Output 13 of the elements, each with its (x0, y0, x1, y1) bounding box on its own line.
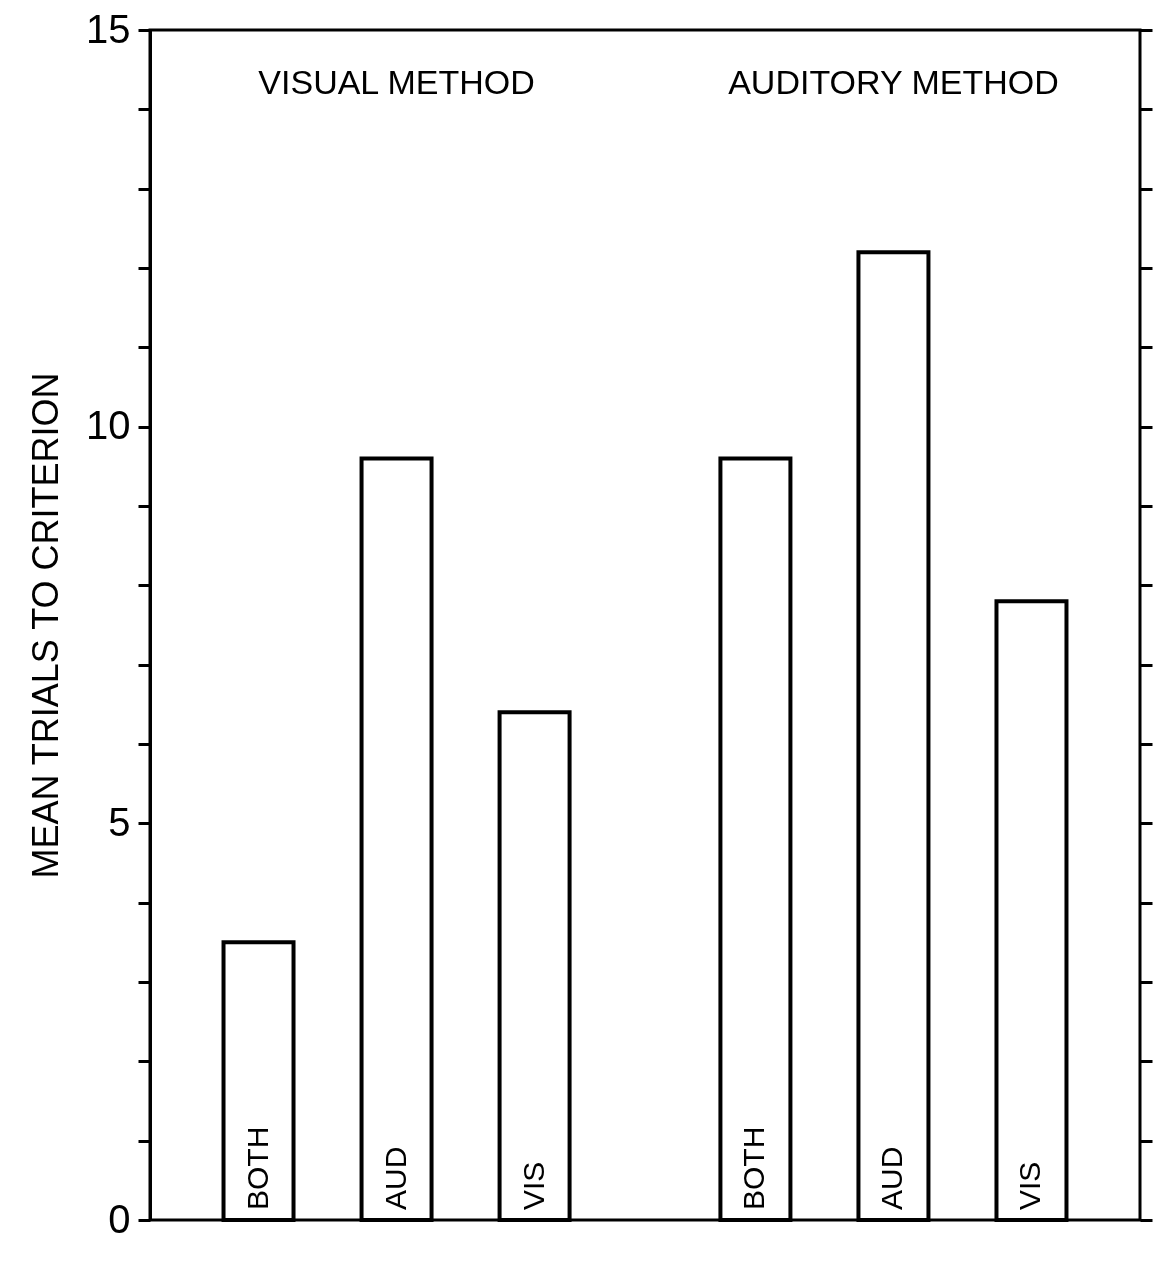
y-tick-label: 15 (86, 6, 131, 51)
y-tick-label: 5 (108, 799, 131, 844)
x-tick-label: AUD (378, 1146, 412, 1210)
y-tick-label: 0 (108, 1196, 131, 1241)
x-tick-label: VIS (1013, 1161, 1047, 1210)
x-tick-label: BOTH (240, 1126, 274, 1210)
annotation: AUDITORY METHOD (728, 62, 1059, 101)
x-tick-label: BOTH (737, 1126, 771, 1210)
y-axis-title: MEAN TRIALS TO CRITERION (25, 372, 67, 879)
x-tick-label: AUD (875, 1146, 909, 1210)
y-tick-label: 10 (86, 403, 131, 448)
x-tick-label: VIS (516, 1161, 550, 1210)
annotation: VISUAL METHOD (258, 62, 535, 101)
